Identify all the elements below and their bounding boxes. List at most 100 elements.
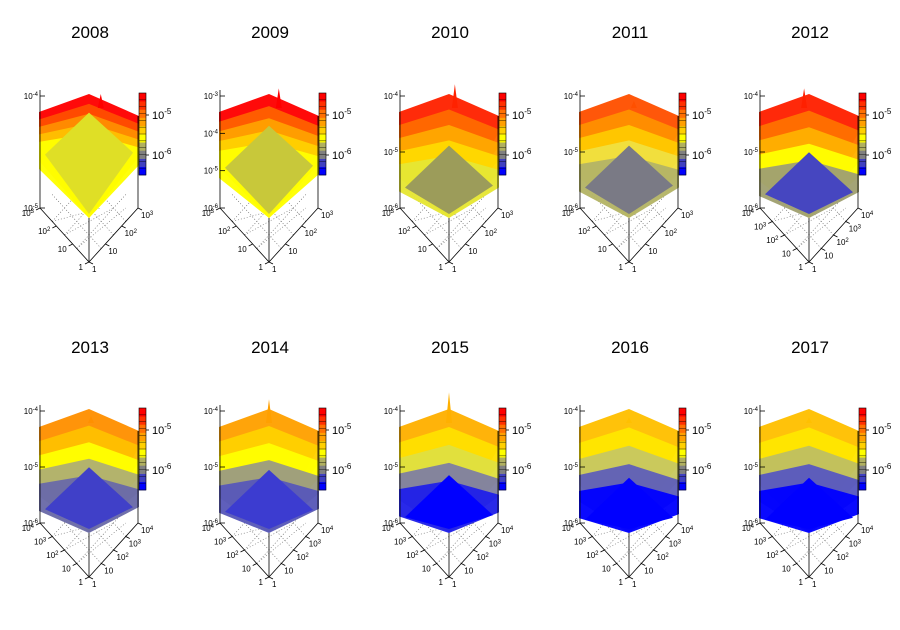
x-tick-label: 102 (117, 553, 130, 562)
y-tick-label: 10 (238, 245, 247, 254)
x-tick (448, 576, 454, 580)
y-tick (84, 261, 90, 265)
colorbar-segment (319, 101, 326, 110)
y-tick (755, 207, 761, 211)
surface-band (585, 145, 673, 214)
colorbar-segment (679, 457, 686, 466)
colorbar-segment (679, 473, 686, 483)
y-tick-label: 10 (782, 250, 791, 259)
colorbar: 10-5 10-6 (318, 407, 352, 491)
x-tick-label: 103 (129, 540, 142, 549)
z-tick-label: 10-4 (24, 407, 39, 416)
y-tick-label: 102 (406, 551, 419, 560)
grid-line (76, 207, 126, 249)
colorbar-segment (139, 449, 146, 458)
colorbar-segment (499, 158, 506, 168)
y-tick-label: 103 (382, 209, 395, 218)
z-tick-label: 10-3 (204, 92, 219, 101)
colorbar-segment (319, 408, 326, 417)
x-tick (101, 563, 106, 566)
z-tick-label: 10-5 (204, 463, 219, 472)
z-tick-label: 10-6 (204, 519, 219, 528)
colorbar-tick-label: 10-5 (152, 107, 172, 122)
y-tick (215, 522, 221, 526)
x-tick (845, 221, 850, 224)
surface-band (45, 112, 133, 214)
x-tick-label: 103 (321, 211, 334, 220)
z-tick-label: 10-5 (384, 463, 399, 472)
colorbar: 10-5 10-6 (498, 407, 532, 491)
y-tick-label: 10 (418, 245, 427, 254)
x-tick (113, 549, 118, 553)
colorbar-segment (499, 101, 506, 110)
colorbar-segment (859, 134, 866, 143)
colorbar-segment (139, 117, 146, 127)
colorbar-frame (858, 407, 867, 491)
surface-spike (87, 416, 94, 423)
z-tick-label: 10-4 (384, 407, 399, 416)
x-tick-label: 103 (501, 211, 514, 220)
x-tick-label: 104 (141, 526, 154, 535)
x-tick-label: 10 (284, 567, 293, 576)
y-tick-label: 1 (439, 263, 444, 272)
x-tick-label: 102 (657, 553, 670, 562)
panel-title: 2016 (611, 338, 649, 357)
colorbar-tick-label: 10-6 (332, 462, 352, 477)
y-tick (780, 234, 785, 238)
z-tick-label: 10-4 (744, 407, 759, 416)
x-tick-label: 103 (489, 540, 502, 549)
surface-spike (806, 417, 812, 423)
colorbar-segment (859, 117, 866, 127)
x-tick-label: 1 (92, 265, 97, 274)
colorbar-segment (319, 158, 326, 168)
colorbar: 10-5 10-6 (678, 407, 712, 491)
grid-line (76, 194, 126, 249)
x-tick (121, 225, 126, 229)
colorbar-segment (319, 473, 326, 483)
surface-spike (801, 88, 808, 108)
y-tick-label: 102 (46, 551, 59, 560)
y-tick-label: 103 (34, 538, 47, 547)
colorbar-segment (679, 158, 686, 168)
colorbar-frame (678, 92, 687, 176)
x-tick-label: 1 (452, 580, 457, 589)
x-tick-label: 103 (309, 540, 322, 549)
z-tick-label: 10-5 (204, 167, 219, 176)
panel-title: 2013 (71, 338, 109, 357)
z-tick-label: 10-5 (24, 204, 39, 213)
colorbar-segment (499, 473, 506, 483)
colorbar-tick-label: 10-5 (692, 107, 712, 122)
x-tick (137, 207, 143, 211)
x-tick-label: 102 (477, 553, 490, 562)
colorbar-segment (499, 416, 506, 425)
colorbar-segment (679, 432, 686, 442)
z-tick-label: 10-6 (384, 204, 399, 213)
y-tick (755, 522, 761, 526)
colorbar-segment (319, 134, 326, 143)
panel-title: 2008 (71, 23, 109, 42)
x-axis (448, 207, 499, 263)
x-tick (448, 261, 454, 265)
colorbar-segment (139, 473, 146, 483)
y-tick-label: 10 (602, 565, 611, 574)
panel-title: 2014 (251, 338, 289, 357)
x-tick (857, 522, 863, 526)
y-tick (600, 549, 605, 553)
colorbar-segment (319, 117, 326, 127)
x-tick-label: 102 (837, 553, 850, 562)
y-tick-label: 104 (22, 524, 35, 533)
y-tick-label: 10 (242, 565, 251, 574)
x-tick (461, 563, 466, 566)
colorbar-tick-label: 10-5 (512, 107, 532, 122)
z-tick-label: 10-6 (384, 519, 399, 528)
y-tick-label: 10 (62, 565, 71, 574)
y-tick (232, 225, 237, 229)
colorbar-frame (138, 92, 147, 176)
colorbar-segment (499, 457, 506, 466)
y-tick (804, 261, 810, 265)
y-tick (624, 261, 630, 265)
colorbar-segment (859, 416, 866, 425)
